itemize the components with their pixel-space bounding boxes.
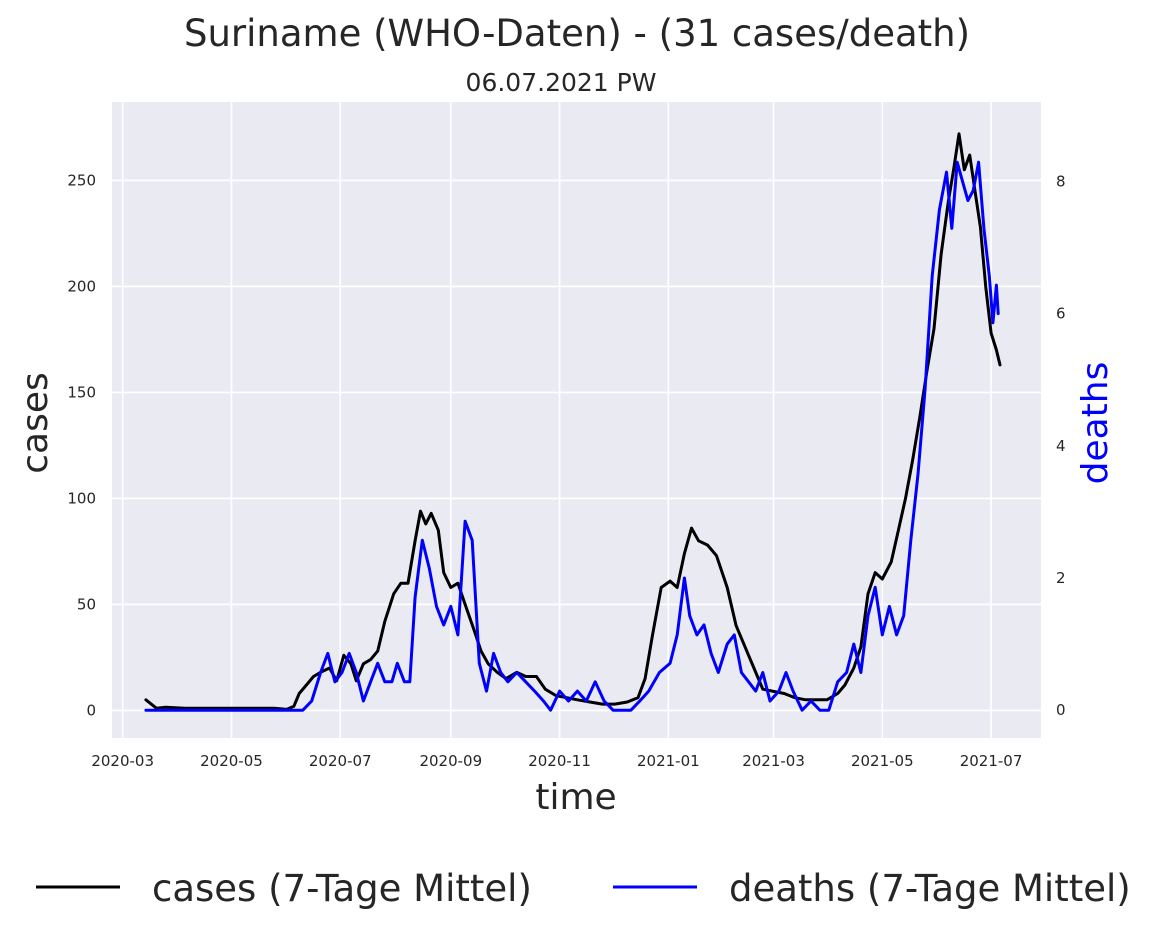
y-tick-label: 200 [67,277,96,295]
x-tick-label: 2021-01 [637,752,700,770]
chart-subtitle: 06.07.2021 PW [466,68,657,97]
legend: cases (7-Tage Mittel) deaths (7-Tage Mitt… [36,867,1131,910]
legend-label: cases (7-Tage Mittel) [152,867,532,910]
y-tick-label: 50 [77,595,96,613]
y-right-tick-label: 4 [1056,437,1066,455]
plot-area [112,102,1041,738]
chart-title: Suriname (WHO-Daten) - (31 cases/death) [184,12,970,55]
x-tick-label: 2021-05 [851,752,914,770]
legend-label: deaths (7-Tage Mittel) [729,867,1131,910]
x-tick-label: 2020-03 [91,752,154,770]
x-tick-label: 2020-11 [528,752,591,770]
x-tick-label: 2020-07 [309,752,372,770]
series-line-cases [144,132,1002,711]
y-right-tick-label: 0 [1056,701,1066,719]
grid [112,102,1041,738]
y-right-tick-label: 6 [1056,305,1066,323]
y-axis-title: cases [15,372,56,474]
y-right-tick-labels: 0 2 4 6 8 [1056,172,1066,719]
x-tick-labels: 2020-03 2020-05 2020-07 2020-09 2020-11 2021-… [91,752,1022,770]
x-tick-label: 2020-09 [419,752,482,770]
x-tick-label: 2021-03 [742,752,805,770]
y-right-tick-label: 2 [1056,569,1066,587]
y-tick-labels: 0 50 100 150 200 250 [67,171,96,719]
y-tick-label: 0 [86,701,96,719]
y-right-tick-label: 8 [1056,172,1066,190]
series-lines [144,132,1002,712]
x-tick-label: 2021-07 [960,752,1023,770]
y-tick-label: 250 [67,171,96,189]
series-line-deaths [144,160,1000,712]
x-tick-label: 2020-05 [200,752,263,770]
y-right-axis-title: deaths [1075,362,1116,485]
y-tick-label: 150 [67,383,96,401]
x-axis-title: time [535,777,616,818]
y-tick-label: 100 [67,489,96,507]
